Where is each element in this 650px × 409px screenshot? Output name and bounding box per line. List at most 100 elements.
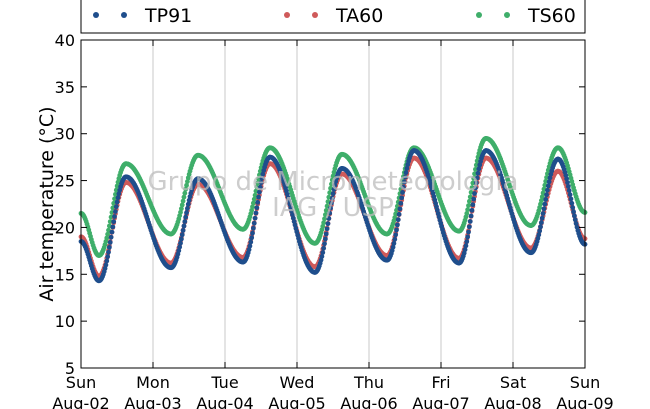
sample-TP91 xyxy=(466,224,472,230)
sample-TP91 xyxy=(250,225,256,231)
sample-TS60 xyxy=(538,201,543,207)
legend-entry-1: TA60 xyxy=(284,5,383,27)
sample-TP91 xyxy=(538,220,544,225)
sample-TP91 xyxy=(111,219,117,225)
sample-TS60 xyxy=(330,173,336,179)
sample-TP91 xyxy=(178,236,184,242)
sample-TP91 xyxy=(185,205,190,211)
sample-TP91 xyxy=(185,201,191,207)
sample-TP91 xyxy=(322,236,328,242)
x-tick-day-1: Mon xyxy=(136,373,170,392)
y-tick-label-7: 40 xyxy=(55,31,75,50)
sample-TS60 xyxy=(466,203,471,208)
sample-TP91 xyxy=(332,182,338,188)
sample-TS60 xyxy=(538,198,544,203)
sample-TP91 xyxy=(572,217,578,223)
legend-marker-1 xyxy=(284,12,290,18)
sample-TP91 xyxy=(571,209,576,215)
legend-label-1: TA60 xyxy=(335,5,383,27)
sample-TS60 xyxy=(255,180,261,186)
sample-TS60 xyxy=(180,198,186,204)
sample-TS60 xyxy=(464,211,470,216)
sample-TP91 xyxy=(564,176,570,182)
sample-TP91 xyxy=(569,200,575,206)
sample-TS60 xyxy=(322,212,328,218)
sample-TP91 xyxy=(568,196,574,202)
sample-TP91 xyxy=(462,247,468,253)
legend: TP91 TA60 TS60 xyxy=(80,0,586,34)
sample-TP91 xyxy=(320,250,326,255)
sample-TP91 xyxy=(177,244,183,250)
sample-TP91 xyxy=(392,236,398,242)
sample-TS60 xyxy=(465,207,471,213)
sample-TP91 xyxy=(393,232,399,238)
sample-TS60 xyxy=(185,179,190,184)
sample-TP91 xyxy=(323,231,329,237)
sample-TS60 xyxy=(323,208,329,213)
x-tick-date-3: Aug-05 xyxy=(268,394,325,409)
watermark-line-1: Grupo de Micrometeorologia xyxy=(148,167,519,197)
sample-TS60 xyxy=(113,187,119,193)
legend-frame xyxy=(80,0,586,34)
sample-TS60 xyxy=(322,216,327,222)
sample-TP91 xyxy=(183,214,189,220)
sample-TP91 xyxy=(394,227,399,233)
sample-TP91 xyxy=(103,262,109,268)
legend-entry-0: TP91 xyxy=(93,5,192,27)
plot-frame xyxy=(80,39,586,369)
series-TP91 xyxy=(78,148,588,284)
sample-TP91 xyxy=(176,248,182,254)
sample-TP91 xyxy=(104,258,110,264)
sample-TP91 xyxy=(566,188,572,193)
sample-TS60 xyxy=(250,204,255,210)
sample-TS60 xyxy=(104,235,110,241)
sample-TP91 xyxy=(327,210,333,216)
y-tick-label-2: 15 xyxy=(55,265,75,284)
sample-TP91 xyxy=(184,210,189,216)
sample-TP91 xyxy=(258,180,264,186)
sample-TP91 xyxy=(537,228,543,234)
x-tick-date-6: Aug-08 xyxy=(484,394,541,409)
sample-TP91 xyxy=(473,180,479,186)
sample-TP91 xyxy=(109,229,115,235)
sample-TS60 xyxy=(181,194,187,200)
legend-marker-2b xyxy=(504,12,510,18)
sample-TS60 xyxy=(179,202,185,208)
sample-TS60 xyxy=(182,190,188,196)
sample-TS60 xyxy=(183,186,189,192)
sample-TP91 xyxy=(321,245,327,251)
sample-TP91 xyxy=(322,241,327,247)
sample-TS60 xyxy=(321,220,327,226)
sample-TP91 xyxy=(472,191,477,196)
sample-TP91 xyxy=(466,229,471,235)
y-tick-label-5: 30 xyxy=(55,125,75,144)
sample-TS60 xyxy=(250,200,256,206)
sample-TS60 xyxy=(178,209,183,215)
sample-TP91 xyxy=(179,232,185,238)
legend-marker-2 xyxy=(476,12,482,18)
sample-TP91 xyxy=(572,213,577,219)
sample-TP91 xyxy=(542,201,548,207)
sample-TP91 xyxy=(249,235,255,241)
sample-TP91 xyxy=(565,184,571,189)
sample-TP91 xyxy=(474,175,480,181)
sample-TP91 xyxy=(469,207,475,213)
sample-TP91 xyxy=(401,184,406,190)
sample-TP91 xyxy=(257,184,263,190)
sample-TP91 xyxy=(113,204,119,210)
sample-TS60 xyxy=(466,198,472,204)
sample-TP91 xyxy=(248,239,254,245)
sample-TP91 xyxy=(476,166,482,172)
x-tick-day-4: Thu xyxy=(353,373,384,392)
sample-TP91 xyxy=(404,165,410,171)
sample-TP91 xyxy=(465,234,471,240)
x-tick-day-2: Tue xyxy=(210,373,238,392)
x-tick-date-0: Aug-02 xyxy=(52,394,109,409)
sample-TP91 xyxy=(106,244,112,250)
series-TS60 xyxy=(78,136,588,258)
legend-marker-0 xyxy=(93,12,99,18)
sample-TP91 xyxy=(391,241,397,246)
sample-TP91 xyxy=(539,215,545,221)
series-layer xyxy=(78,136,588,284)
